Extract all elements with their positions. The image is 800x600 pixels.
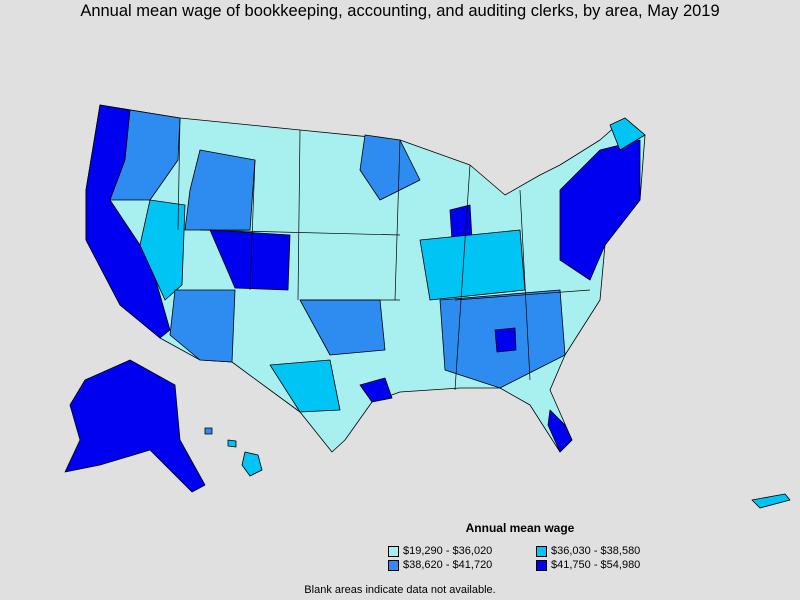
puerto-rico — [751, 493, 791, 509]
south-florida — [547, 409, 573, 453]
legend-item: $19,290 - $36,020 — [388, 545, 536, 557]
colorado — [209, 229, 291, 291]
legend-label: $41,750 - $54,980 — [551, 559, 641, 571]
atlanta — [494, 327, 517, 353]
footnote: Blank areas indicate data not available. — [304, 584, 496, 596]
nevada — [139, 199, 186, 301]
hawaii — [241, 451, 263, 477]
legend-item: $41,750 - $54,980 — [536, 559, 656, 571]
legend-swatch — [388, 545, 399, 557]
northeast-corridor — [559, 139, 641, 281]
maine — [609, 117, 646, 151]
texas-south — [269, 359, 341, 413]
legend-swatch — [536, 559, 547, 571]
legend-swatch — [536, 545, 547, 557]
legend-item: $38,620 - $41,720 — [388, 559, 536, 571]
arizona — [169, 289, 236, 363]
legend-label: $38,620 - $41,720 — [403, 559, 493, 571]
alaska — [64, 359, 206, 493]
legend-label: $19,290 - $36,020 — [403, 545, 493, 557]
state-borders — [177, 117, 591, 391]
legend: $19,290 - $36,020 $36,030 - $38,580 $38,62… — [388, 545, 648, 571]
mountain-west — [184, 149, 256, 231]
hawaii-maui — [227, 439, 237, 448]
hawaii-oahu — [204, 427, 213, 435]
legend-label: $36,030 - $38,580 — [551, 545, 641, 557]
map-title: Annual mean wage of bookkeeping, account… — [80, 2, 720, 20]
legend-title: Annual mean wage — [465, 521, 575, 535]
houston — [359, 377, 393, 403]
legend-swatch — [388, 559, 399, 571]
legend-item: $36,030 - $38,580 — [536, 545, 656, 557]
upper-midwest — [359, 134, 421, 201]
midwest — [419, 229, 526, 301]
